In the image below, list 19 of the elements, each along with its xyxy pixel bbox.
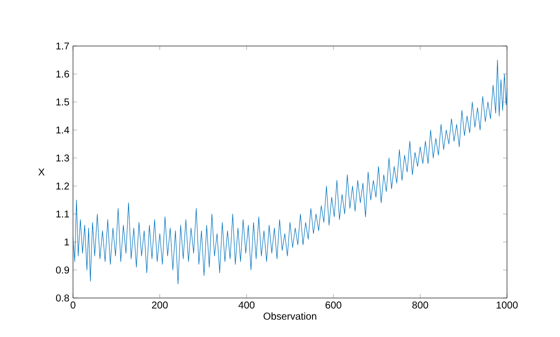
y-tick-label: 1.6 [56,70,70,78]
x-tick-label: 800 [412,302,428,309]
y-tick-label: 0.9 [56,266,70,274]
y-tick-label: 1.5 [56,98,70,106]
y-tick-label: 0.8 [56,294,70,302]
y-tick-label: 1 [64,238,69,246]
line-series [73,60,508,284]
y-axis-title: X [38,168,45,176]
x-tick-label: 1000 [496,302,518,309]
y-tick-label: 1.7 [56,42,69,50]
x-tick-label: 400 [238,302,255,309]
y-tick-label: 1.1 [56,210,69,218]
x-tick-label: 200 [152,302,168,309]
y-tick-label: 1.4 [56,126,70,134]
y-tick-label: 1.3 [56,154,70,162]
x-axis-title: Observation [264,312,316,320]
x-tick-label: 0 [70,302,76,309]
x-tick-label: 600 [326,302,342,309]
y-tick-label: 1.2 [56,182,69,190]
